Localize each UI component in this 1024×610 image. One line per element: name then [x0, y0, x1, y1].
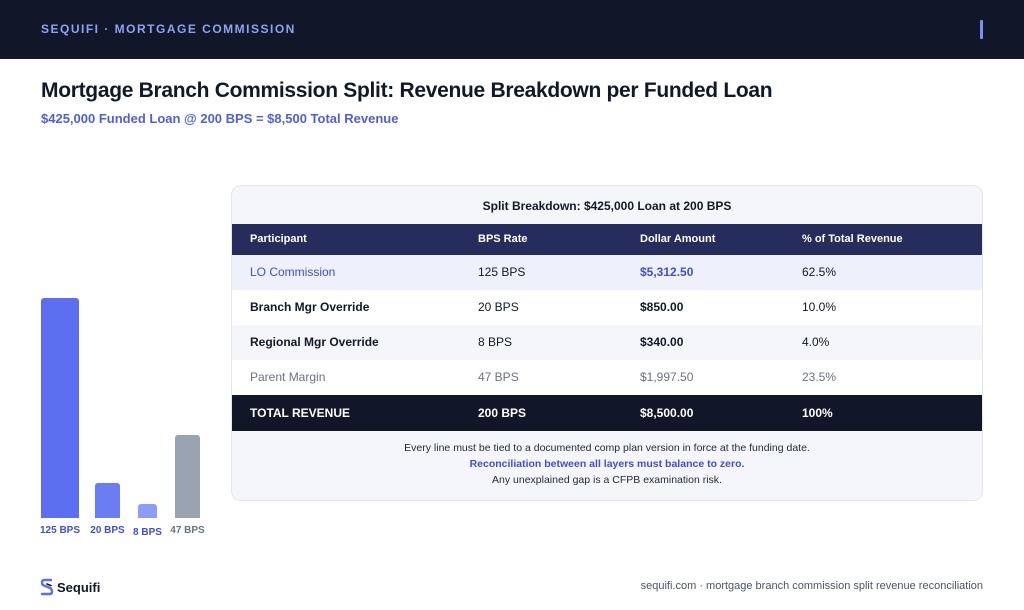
column-header-participant: Participant — [250, 233, 307, 245]
participant-cell: Branch Mgr Override — [250, 300, 370, 314]
table-row: Branch Mgr Override 20 BPS $850.00 10.0% — [232, 290, 982, 325]
bar-label: 125 BPS — [39, 525, 81, 536]
amount-cell: $5,312.50 — [640, 265, 694, 279]
total-label: TOTAL REVENUE — [250, 406, 351, 420]
total-pct: 100% — [802, 406, 833, 420]
s-logo-icon — [40, 578, 54, 596]
bar-label: 47 BPS — [170, 525, 205, 536]
bps-bar-chart: 125 BPS 20 BPS 8 BPS 47 BPS — [0, 0, 230, 610]
page-title: Mortgage Branch Commission Split: Revenu… — [41, 79, 773, 102]
accent-marker — [980, 20, 983, 39]
bps-cell: 47 BPS — [478, 370, 519, 384]
page-subtitle: $425,000 Funded Loan @ 200 BPS = $8,500 … — [41, 111, 399, 126]
bar-47-bps — [175, 435, 200, 518]
pct-cell: 4.0% — [802, 335, 830, 349]
participant-cell: Parent Margin — [250, 370, 326, 384]
bps-cell: 125 BPS — [478, 265, 526, 279]
amount-cell: $1,997.50 — [640, 370, 694, 384]
bps-cell: 20 BPS — [478, 300, 519, 314]
note-cfpb-risk: Any unexplained gap is a CFPB examinatio… — [492, 474, 722, 486]
sequifi-logo[interactable]: Sequifi — [40, 577, 100, 597]
bps-cell: 8 BPS — [478, 335, 513, 349]
table-row: LO Commission 125 BPS $5,312.50 62.5% — [232, 255, 982, 290]
top-bar: SEQUIFI · MORTGAGE COMMISSION — [0, 0, 1024, 59]
pct-cell: 10.0% — [802, 300, 837, 314]
pct-cell: 62.5% — [802, 265, 837, 279]
total-amount: $8,500.00 — [640, 406, 694, 420]
participant-cell: Regional Mgr Override — [250, 335, 379, 349]
column-header-bps-rate: BPS Rate — [478, 233, 528, 245]
column-header-dollar-amount: Dollar Amount — [640, 233, 716, 245]
bar-label: 20 BPS — [90, 525, 125, 536]
split-breakdown-card: Split Breakdown: $425,000 Loan at 200 BP… — [231, 185, 983, 501]
note-comp-plan: Every line must be tied to a documented … — [404, 442, 810, 454]
bar-20-bps — [95, 483, 120, 518]
table-header: Participant BPS Rate Dollar Amount % of … — [232, 224, 982, 255]
table-row: Parent Margin 47 BPS $1,997.50 23.5% — [232, 360, 982, 395]
participant-cell: LO Commission — [250, 265, 336, 279]
footer-tagline: sequifi.com · mortgage branch commission… — [640, 580, 983, 592]
logo-text: Sequifi — [57, 579, 101, 595]
column-header-pct-total: % of Total Revenue — [802, 233, 903, 245]
bar-label: 8 BPS — [133, 527, 162, 538]
total-bps: 200 BPS — [478, 406, 527, 420]
bar-8-bps — [138, 504, 157, 518]
table-notes: Every line must be tied to a documented … — [232, 440, 982, 488]
amount-cell: $850.00 — [640, 300, 684, 314]
total-row: TOTAL REVENUE 200 BPS $8,500.00 100% — [232, 395, 982, 431]
note-reconciliation: Reconciliation between all layers must b… — [469, 458, 745, 470]
pct-cell: 23.5% — [802, 370, 837, 384]
breadcrumb: SEQUIFI · MORTGAGE COMMISSION — [41, 22, 296, 36]
table-row: Regional Mgr Override 8 BPS $340.00 4.0% — [232, 325, 982, 360]
table-title: Split Breakdown: $425,000 Loan at 200 BP… — [482, 199, 732, 213]
bar-125-bps — [41, 298, 79, 518]
amount-cell: $340.00 — [640, 335, 684, 349]
